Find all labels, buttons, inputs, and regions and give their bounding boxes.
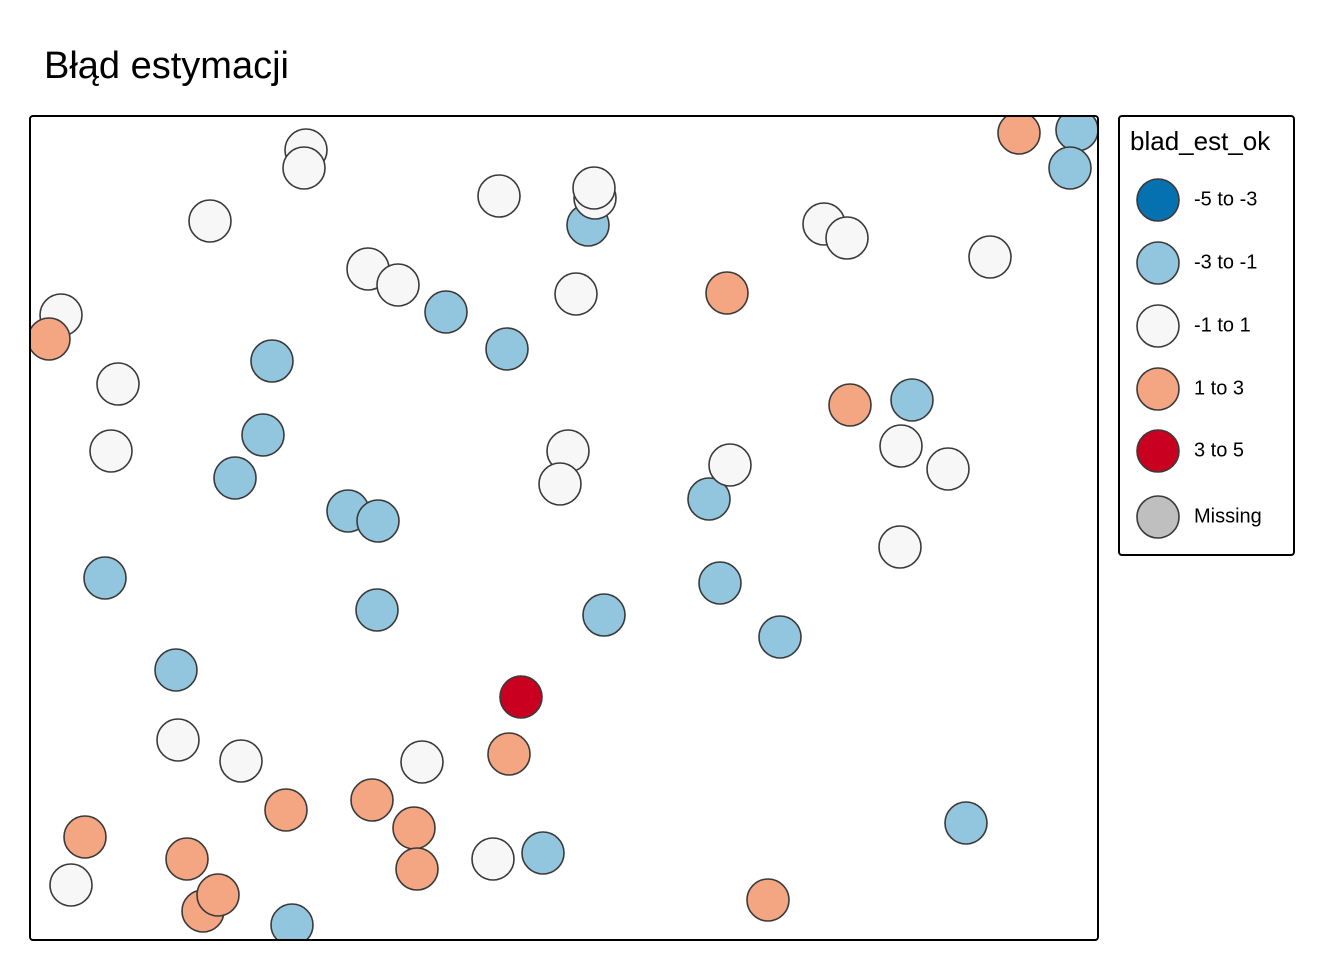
legend-symbol bbox=[1136, 367, 1180, 411]
point bbox=[758, 615, 802, 659]
legend-label: -3 to -1 bbox=[1194, 251, 1257, 273]
point bbox=[213, 456, 257, 500]
point bbox=[219, 739, 263, 783]
point bbox=[376, 263, 420, 307]
legend-label: 1 to 3 bbox=[1194, 377, 1244, 399]
point bbox=[392, 806, 436, 850]
point bbox=[538, 462, 582, 506]
point bbox=[30, 317, 71, 361]
point bbox=[395, 847, 439, 891]
legend-symbol bbox=[1136, 304, 1180, 348]
point bbox=[241, 413, 285, 457]
point bbox=[485, 327, 529, 371]
point bbox=[879, 424, 923, 468]
point bbox=[356, 499, 400, 543]
point bbox=[582, 593, 626, 637]
legend-symbol bbox=[1136, 178, 1180, 222]
point bbox=[746, 878, 790, 922]
point bbox=[698, 561, 742, 605]
legend-label: -1 to 1 bbox=[1194, 314, 1251, 336]
point bbox=[250, 339, 294, 383]
point bbox=[926, 447, 970, 491]
point bbox=[165, 837, 209, 881]
point bbox=[188, 199, 232, 243]
legend-label: -5 to -3 bbox=[1194, 188, 1257, 210]
point bbox=[708, 443, 752, 487]
point bbox=[878, 525, 922, 569]
point bbox=[264, 788, 308, 832]
point bbox=[156, 718, 200, 762]
legend-label: 3 to 5 bbox=[1194, 439, 1244, 461]
legend-label: Missing bbox=[1194, 505, 1262, 527]
point bbox=[477, 174, 521, 218]
point bbox=[49, 863, 93, 907]
point bbox=[83, 556, 127, 600]
points-layer bbox=[30, 116, 1098, 940]
legend-title: blad_est_ok bbox=[1130, 126, 1271, 156]
legend-symbol bbox=[1136, 241, 1180, 285]
point bbox=[499, 675, 543, 719]
point bbox=[196, 873, 240, 917]
point bbox=[355, 588, 399, 632]
point bbox=[400, 740, 444, 784]
legend-symbol bbox=[1136, 429, 1180, 473]
point bbox=[96, 362, 140, 406]
point bbox=[270, 903, 314, 940]
map-frame bbox=[29, 115, 1099, 941]
point bbox=[968, 235, 1012, 279]
point bbox=[705, 271, 749, 315]
point bbox=[63, 815, 107, 859]
point bbox=[890, 378, 934, 422]
legend-symbol bbox=[1136, 495, 1180, 539]
point bbox=[424, 290, 468, 334]
point bbox=[1048, 146, 1092, 190]
point bbox=[521, 831, 565, 875]
point bbox=[487, 732, 531, 776]
point bbox=[89, 429, 133, 473]
point bbox=[944, 801, 988, 845]
point bbox=[471, 837, 515, 881]
point bbox=[825, 216, 869, 260]
point bbox=[687, 477, 731, 521]
map-title: Błąd estymacji bbox=[44, 45, 289, 87]
point bbox=[282, 146, 326, 190]
point bbox=[154, 648, 198, 692]
point bbox=[828, 383, 872, 427]
point bbox=[350, 778, 394, 822]
point bbox=[572, 166, 616, 210]
point bbox=[554, 272, 598, 316]
point bbox=[997, 116, 1041, 155]
